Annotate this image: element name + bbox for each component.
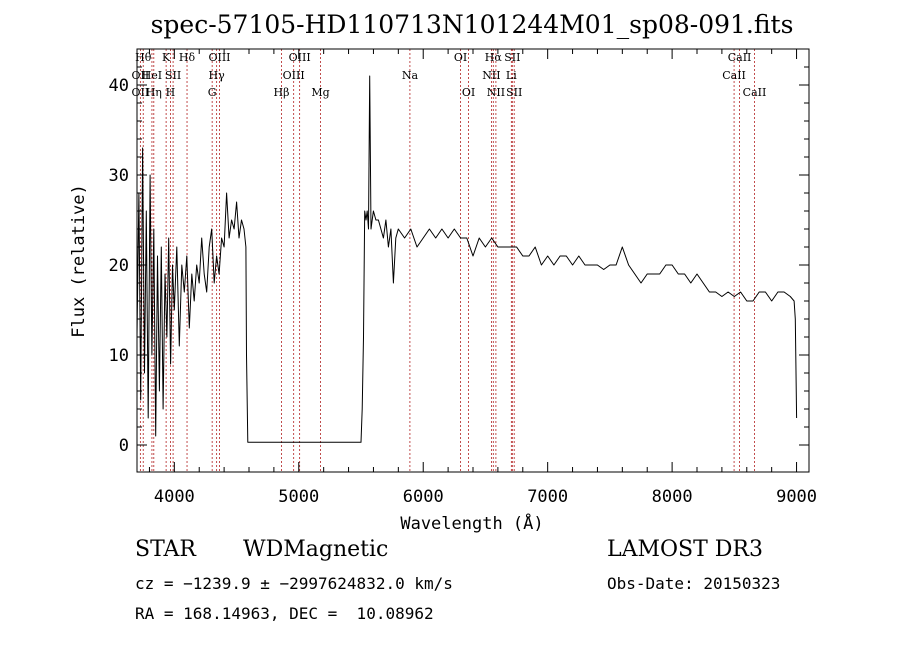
marker-label-20: NII [482, 69, 500, 82]
object-class: STAR [135, 537, 196, 562]
marker-label-27: CaII [743, 86, 767, 99]
y-tick-label-4: 40 [109, 76, 129, 96]
chart-title: spec-57105-HD110713N101244M01_sp08-091.f… [151, 10, 794, 39]
marker-label-25: CaII [728, 51, 752, 64]
x-tick-label-5: 9000 [776, 487, 817, 507]
x-tick-label-4: 8000 [652, 487, 693, 507]
y-axis-label: Flux (relative) [69, 184, 89, 338]
marker-label-0: Hθ [135, 51, 152, 64]
marker-label-19: Hα [485, 51, 503, 64]
marker-label-6: SII [165, 69, 181, 82]
ra-dec: RA = 168.14963, DEC = 10.08962 [135, 604, 434, 623]
marker-label-12: OIII [289, 51, 311, 64]
spectrum-line-0 [136, 75, 798, 443]
marker-label-8: Hδ [179, 51, 196, 64]
survey-name: LAMOST DR3 [607, 537, 763, 562]
marker-label-16: Na [402, 69, 419, 82]
spectrum-series [136, 75, 798, 443]
x-tick-label-1: 5000 [278, 487, 319, 507]
marker-label-13: OIII [283, 69, 305, 82]
marker-label-1: OII [132, 69, 150, 82]
marker-label-11: G [208, 86, 217, 99]
marker-label-21: NII [487, 86, 505, 99]
marker-label-10: Hγ [209, 69, 226, 82]
object-subclass: WDMagnetic [243, 537, 389, 562]
obs-date: Obs-Date: 20150323 [607, 574, 781, 593]
redshift-cz: cz = −1239.9 ± −2997624832.0 km/s [135, 574, 453, 593]
marker-label-3: HeI [142, 69, 162, 82]
marker-label-5: K [162, 51, 171, 64]
marker-label-22: SII [504, 51, 520, 64]
marker-label-9: OIII [208, 51, 230, 64]
marker-label-23: Li [506, 69, 517, 82]
marker-label-7: H [166, 86, 176, 99]
x-axis-label: Wavelength (Å) [400, 512, 543, 534]
y-tick-label-3: 30 [109, 166, 129, 186]
marker-label-14: Hβ [274, 86, 290, 99]
x-tick-label-0: 4000 [154, 487, 195, 507]
line-markers [139, 49, 755, 472]
marker-label-24: SII [506, 86, 522, 99]
marker-label-26: CaII [722, 69, 746, 82]
x-tick-label-2: 6000 [403, 487, 444, 507]
spectrum-chart: spec-57105-HD110713N101244M01_sp08-091.f… [69, 10, 817, 534]
y-tick-label-0: 0 [119, 436, 129, 456]
marker-label-18: OI [462, 86, 475, 99]
y-axis: 0 10 20 30 40 [109, 48, 809, 456]
plot-frame [136, 48, 810, 473]
x-axis: 4000 5000 6000 7000 8000 9000 [148, 49, 817, 507]
marker-label-4: Hη [146, 86, 162, 99]
marker-label-15: Mg [311, 86, 329, 99]
x-tick-label-3: 7000 [527, 487, 568, 507]
marker-label-17: OI [454, 51, 467, 64]
y-tick-label-1: 10 [109, 346, 129, 366]
y-tick-label-2: 20 [109, 256, 129, 276]
marker-label-2: OII [132, 86, 150, 99]
